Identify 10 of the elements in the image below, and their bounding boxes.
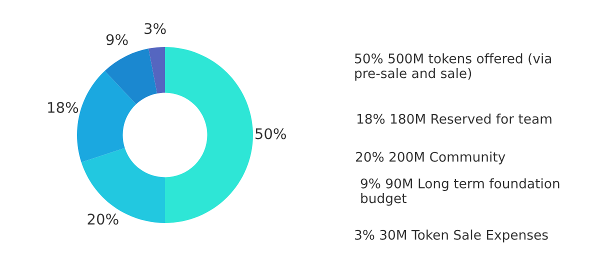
text: 3% 30M Token Sale Expenses bbox=[355, 230, 548, 242]
data-label: 18% bbox=[48, 102, 78, 113]
data-label: 50% bbox=[256, 128, 286, 140]
text: 20% 200M Community bbox=[356, 152, 506, 164]
data-label: 9% bbox=[106, 34, 128, 46]
data-label: 20% bbox=[88, 214, 118, 225]
data-label: 3% bbox=[144, 23, 166, 34]
text: 18% 180M Reserved for team bbox=[357, 114, 552, 124]
text: 9% 90M Long term foundation budget bbox=[360, 178, 560, 206]
text: 50% 500M tokens offered (via pre-sale and sale) bbox=[355, 53, 552, 81]
